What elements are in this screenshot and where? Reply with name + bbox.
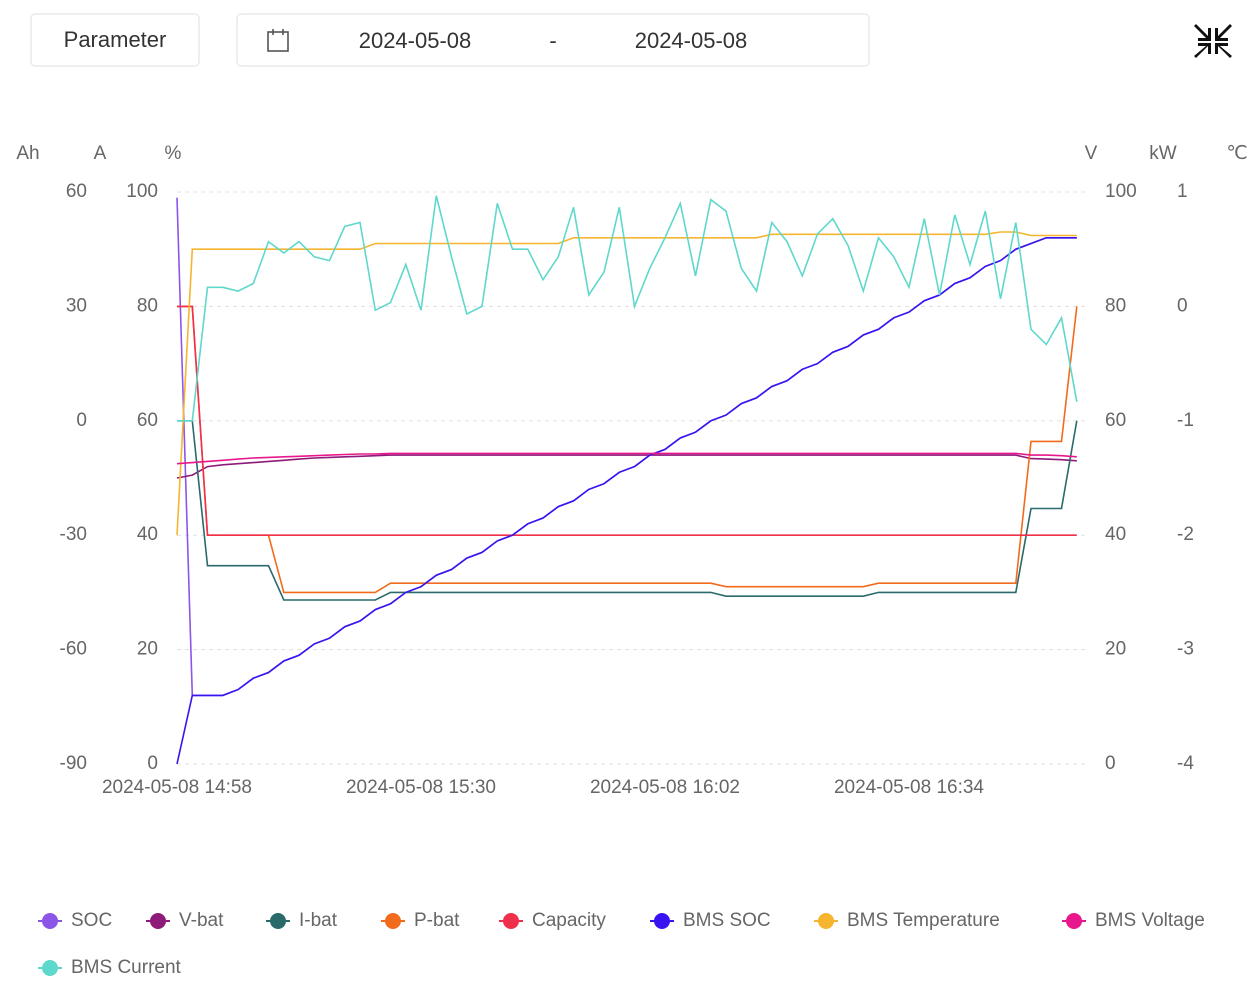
parameter-button[interactable]	[30, 13, 200, 67]
y-tick-label: -60	[60, 639, 87, 660]
y-tick-label: 80	[137, 295, 158, 316]
series-line	[176, 237, 1077, 765]
axis-title: V	[1085, 143, 1098, 164]
date-end: 2024-05-08	[635, 28, 748, 53]
legend-marker	[42, 960, 58, 976]
y-tick-label: 80	[1105, 295, 1126, 316]
y-tick-label: 0	[1177, 295, 1188, 316]
legend-marker	[42, 913, 58, 929]
date-range[interactable]	[236, 13, 870, 67]
calendar-icon	[267, 29, 289, 52]
x-tick-label: 2024-05-08 16:34	[834, 777, 984, 798]
series-line	[176, 454, 1077, 479]
axis-title: A	[94, 143, 107, 164]
y-tick-label: -1	[1177, 410, 1194, 431]
legend-label: Capacity	[532, 910, 606, 931]
legend-label: BMS Voltage	[1095, 910, 1205, 931]
legend-label: BMS Temperature	[847, 910, 1000, 931]
legend-marker	[818, 913, 834, 929]
y-tick-label: 60	[66, 181, 87, 202]
series-line	[177, 305, 1077, 536]
legend-item[interactable]: BMS SOC	[650, 910, 771, 931]
legend-item[interactable]: BMS Current	[38, 957, 182, 978]
legend-label: BMS SOC	[683, 910, 771, 931]
legend-item[interactable]: SOC	[38, 910, 112, 931]
y-tick-label: -3	[1177, 639, 1194, 660]
legend-marker	[503, 913, 519, 929]
fullscreen-icon[interactable]	[1194, 24, 1232, 58]
legend-label: I-bat	[299, 910, 338, 931]
y-tick-label: 30	[66, 295, 87, 316]
date-separator: -	[549, 28, 556, 53]
y-tick-label: -30	[60, 524, 87, 545]
y-tick-label: 100	[1105, 181, 1137, 202]
axis-title: %	[165, 143, 182, 164]
y-tick-label: 0	[1105, 753, 1116, 774]
legend-marker	[1066, 913, 1082, 929]
x-tick-label: 2024-05-08 16:02	[590, 777, 740, 798]
legend-marker	[654, 913, 670, 929]
series-line	[177, 420, 1078, 601]
y-tick-label: 0	[76, 410, 87, 431]
y-tick-label: 20	[137, 639, 158, 660]
legend-item[interactable]: V-bat	[146, 910, 224, 931]
y-tick-label: 40	[1105, 524, 1126, 545]
parameter-label: Parameter	[64, 27, 167, 52]
legend-marker	[385, 913, 401, 929]
y-tick-label: 20	[1105, 639, 1126, 660]
axis-title: ℃	[1226, 143, 1247, 164]
x-tick-label: 2024-05-08 15:30	[346, 777, 496, 798]
series-line	[176, 197, 1077, 697]
series-line	[176, 231, 1077, 536]
series-line	[177, 195, 1078, 422]
legend-item[interactable]: P-bat	[381, 910, 460, 931]
y-tick-label: 0	[147, 753, 158, 774]
legend-item[interactable]: I-bat	[266, 910, 338, 931]
legend-label: BMS Current	[71, 957, 182, 978]
legend-label: P-bat	[414, 910, 460, 931]
legend-label: V-bat	[179, 910, 224, 931]
legend-label: SOC	[71, 910, 112, 931]
y-tick-label: 100	[126, 181, 158, 202]
y-tick-label: -4	[1177, 753, 1194, 774]
legend-marker	[270, 913, 286, 929]
y-tick-label: -2	[1177, 524, 1194, 545]
date-start: 2024-05-08	[359, 28, 472, 53]
x-tick-label: 2024-05-08 14:58	[102, 777, 252, 798]
y-tick-label: 1	[1177, 181, 1188, 202]
y-tick-label: -90	[60, 753, 87, 774]
y-tick-label: 40	[137, 524, 158, 545]
legend-marker	[150, 913, 166, 929]
axis-title: Ah	[16, 143, 39, 164]
legend-item[interactable]: BMS Temperature	[814, 910, 1000, 931]
legend-item[interactable]: BMS Voltage	[1062, 910, 1205, 931]
y-tick-label: 60	[1105, 410, 1126, 431]
legend-item[interactable]: Capacity	[499, 910, 606, 931]
y-tick-label: 60	[137, 410, 158, 431]
series-line	[177, 305, 1078, 594]
axis-title: kW	[1149, 143, 1177, 164]
series-line	[176, 452, 1077, 465]
